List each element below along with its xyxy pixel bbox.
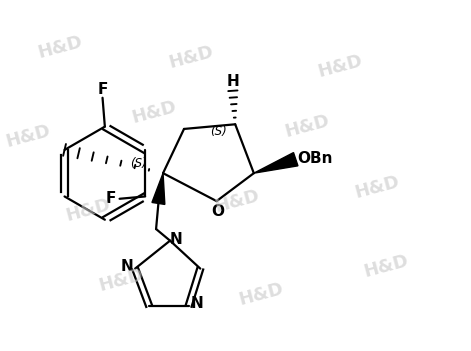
- Text: F: F: [97, 82, 108, 97]
- Text: OBn: OBn: [298, 151, 333, 166]
- Text: N: N: [121, 259, 133, 274]
- Text: H&D: H&D: [36, 33, 85, 62]
- Text: N: N: [170, 232, 182, 247]
- Text: H&D: H&D: [167, 42, 215, 71]
- Text: O: O: [211, 204, 224, 219]
- Text: H&D: H&D: [97, 266, 146, 295]
- Text: H&D: H&D: [283, 112, 332, 141]
- Polygon shape: [254, 153, 298, 173]
- Text: H&D: H&D: [4, 121, 52, 151]
- Text: H&D: H&D: [362, 252, 411, 281]
- Text: H&D: H&D: [130, 98, 178, 127]
- Text: F: F: [106, 191, 116, 206]
- Text: H: H: [227, 74, 239, 89]
- Text: H&D: H&D: [213, 186, 262, 216]
- Text: H&D: H&D: [236, 280, 285, 309]
- Text: N: N: [191, 296, 203, 311]
- Text: H&D: H&D: [64, 196, 113, 225]
- Text: (S): (S): [211, 125, 227, 138]
- Text: (S): (S): [130, 157, 147, 170]
- Text: H&D: H&D: [353, 173, 402, 202]
- Text: H&D: H&D: [316, 52, 365, 81]
- Polygon shape: [152, 173, 165, 204]
